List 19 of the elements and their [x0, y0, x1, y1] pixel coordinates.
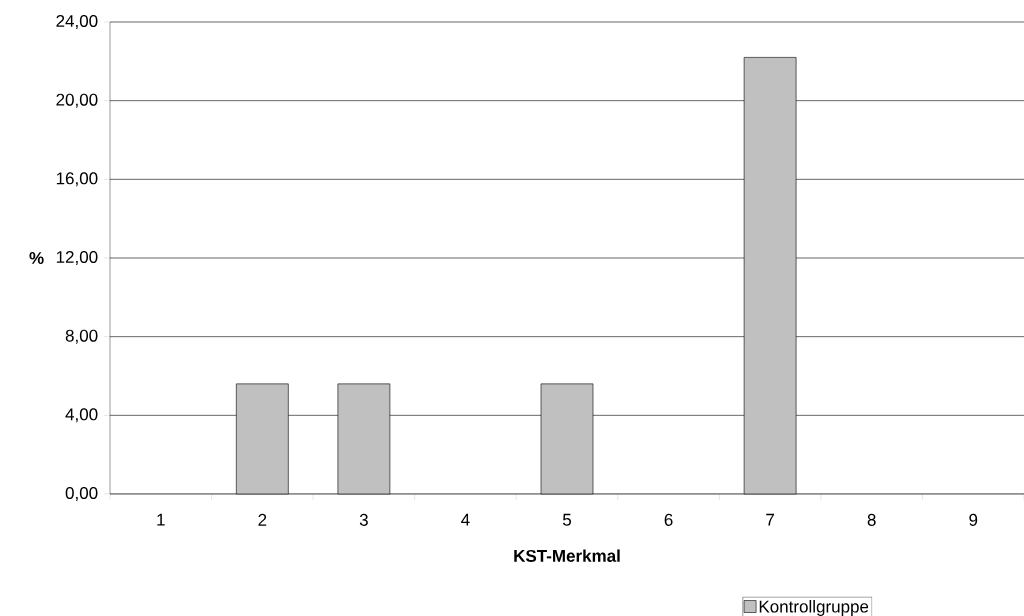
- x-tick-label: 9: [969, 513, 978, 526]
- y-tick-label: 12,00: [56, 250, 98, 266]
- x-tick-label: 8: [867, 513, 876, 526]
- y-tick-label: 4,00: [65, 408, 98, 423]
- y-axis-title: %: [29, 252, 44, 264]
- x-tick-label: 7: [766, 513, 774, 526]
- x-tick-label: 1: [157, 513, 165, 526]
- y-tick-label: 20,00: [56, 93, 98, 108]
- y-tick-label: 16,00: [56, 172, 98, 187]
- x-axis-title: KST-Merkmal: [514, 549, 620, 562]
- y-tick-label: 0,00: [65, 486, 98, 502]
- x-tick-label: 2: [258, 513, 267, 526]
- x-tick-label: 5: [562, 513, 572, 526]
- x-tick-label: 4: [461, 513, 470, 526]
- y-tick-label: 8,00: [65, 329, 98, 344]
- legend-label: Kontrollgruppe: [759, 600, 869, 616]
- x-tick-label: 6: [664, 513, 673, 526]
- x-tick-label: 3: [359, 513, 368, 526]
- y-tick-label: 24,00: [56, 14, 98, 30]
